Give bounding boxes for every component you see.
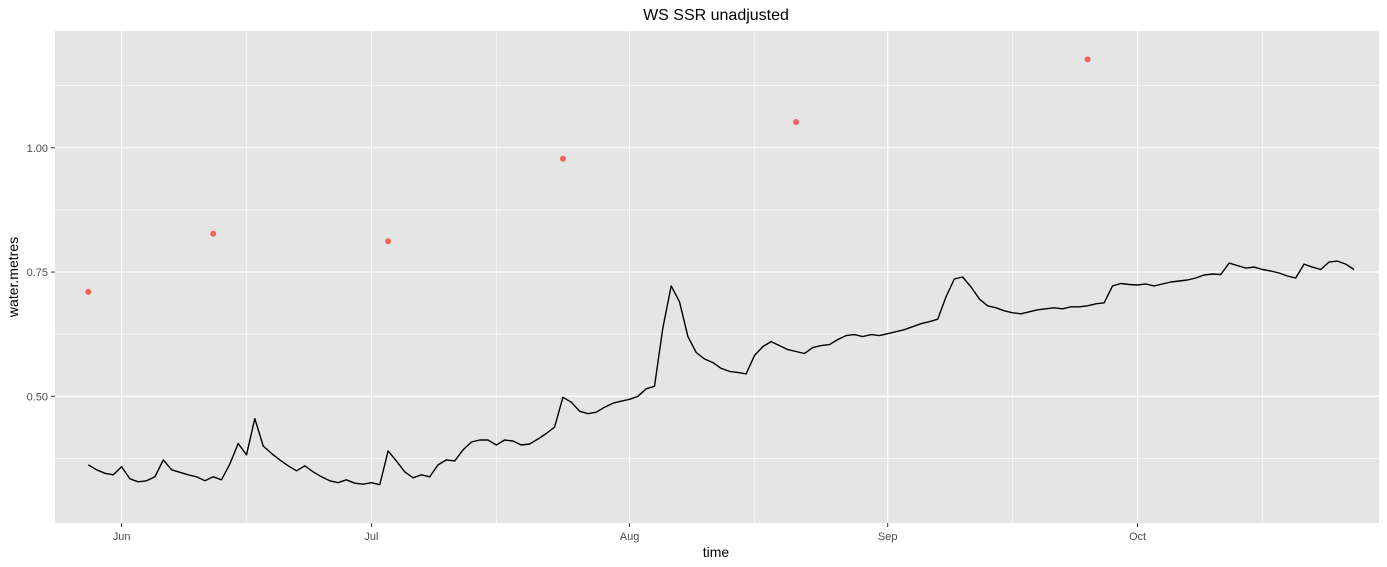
scatter-point [1084,56,1091,63]
x-tick-label: Oct [1129,531,1146,543]
scatter-point [210,230,217,237]
x-tick-label: Aug [620,531,640,543]
y-axis-title: water.metres [5,237,21,318]
x-axis-title: time [703,544,730,560]
y-tick-label: 0.50 [27,391,48,403]
x-tick-label: Sep [878,531,898,543]
x-tick-label: Jul [364,531,378,543]
axis-ticks: 0.50 0.75 1.00 Jun Jul Aug Sep Oct [27,143,1147,543]
y-tick-label: 1.00 [27,143,48,155]
scatter-point [793,118,800,125]
minor-gridlines [55,31,1379,523]
x-tick-label: Jun [113,531,131,543]
scatter-point [385,238,392,245]
chart-title: WS SSR unadjusted [643,7,789,24]
major-gridlines [55,31,1379,523]
scatter-point [559,155,566,162]
water-level-line [87,260,1355,486]
plot-panel [55,31,1379,523]
series-layer [85,56,1355,486]
scatter-point [85,288,92,295]
y-tick-label: 0.75 [27,267,48,279]
